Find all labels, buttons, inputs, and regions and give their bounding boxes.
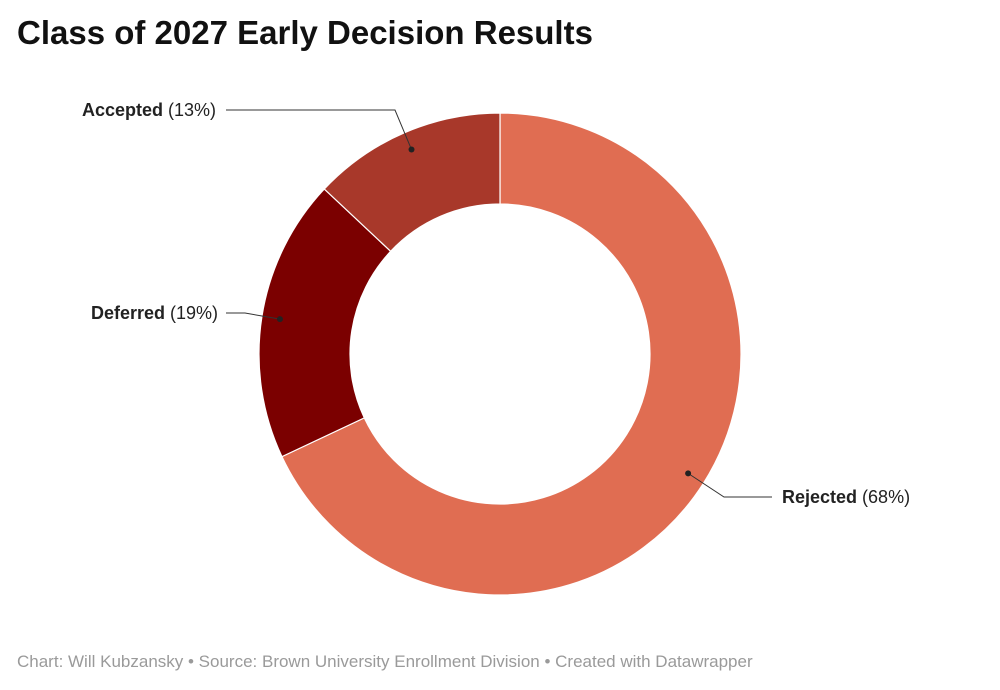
leader-dot-accepted: [408, 146, 415, 153]
leader-dot-deferred: [276, 316, 283, 323]
leader-line-deferred: [226, 312, 281, 320]
label-leaders: [226, 109, 772, 498]
donut-slices: [258, 112, 742, 596]
slice-label-deferred: Deferred (19%): [91, 303, 218, 323]
slice-label-name: Deferred: [91, 303, 165, 323]
slice-label-accepted: Accepted (13%): [82, 100, 216, 120]
slice-label-percent: (13%): [163, 100, 216, 120]
slice-label-name: Accepted: [82, 100, 163, 120]
leader-line-rejected: [687, 472, 772, 498]
slice-rejected: [281, 112, 742, 596]
slice-label-rejected: Rejected (68%): [782, 487, 910, 507]
slice-label-percent: (68%): [857, 487, 910, 507]
slice-labels: Rejected (68%) Deferred (19%) Accepted (13…: [82, 100, 910, 507]
slice-label-percent: (19%): [165, 303, 218, 323]
slice-deferred: [258, 188, 392, 458]
chart-title: Class of 2027 Early Decision Results: [17, 14, 593, 51]
leader-line-accepted: [226, 109, 412, 150]
slice-label-name: Rejected: [782, 487, 857, 507]
slice-accepted: [323, 112, 501, 253]
leader-dot-rejected: [685, 470, 692, 477]
chart-footer: Chart: Will Kubzansky • Source: Brown Un…: [17, 652, 753, 671]
